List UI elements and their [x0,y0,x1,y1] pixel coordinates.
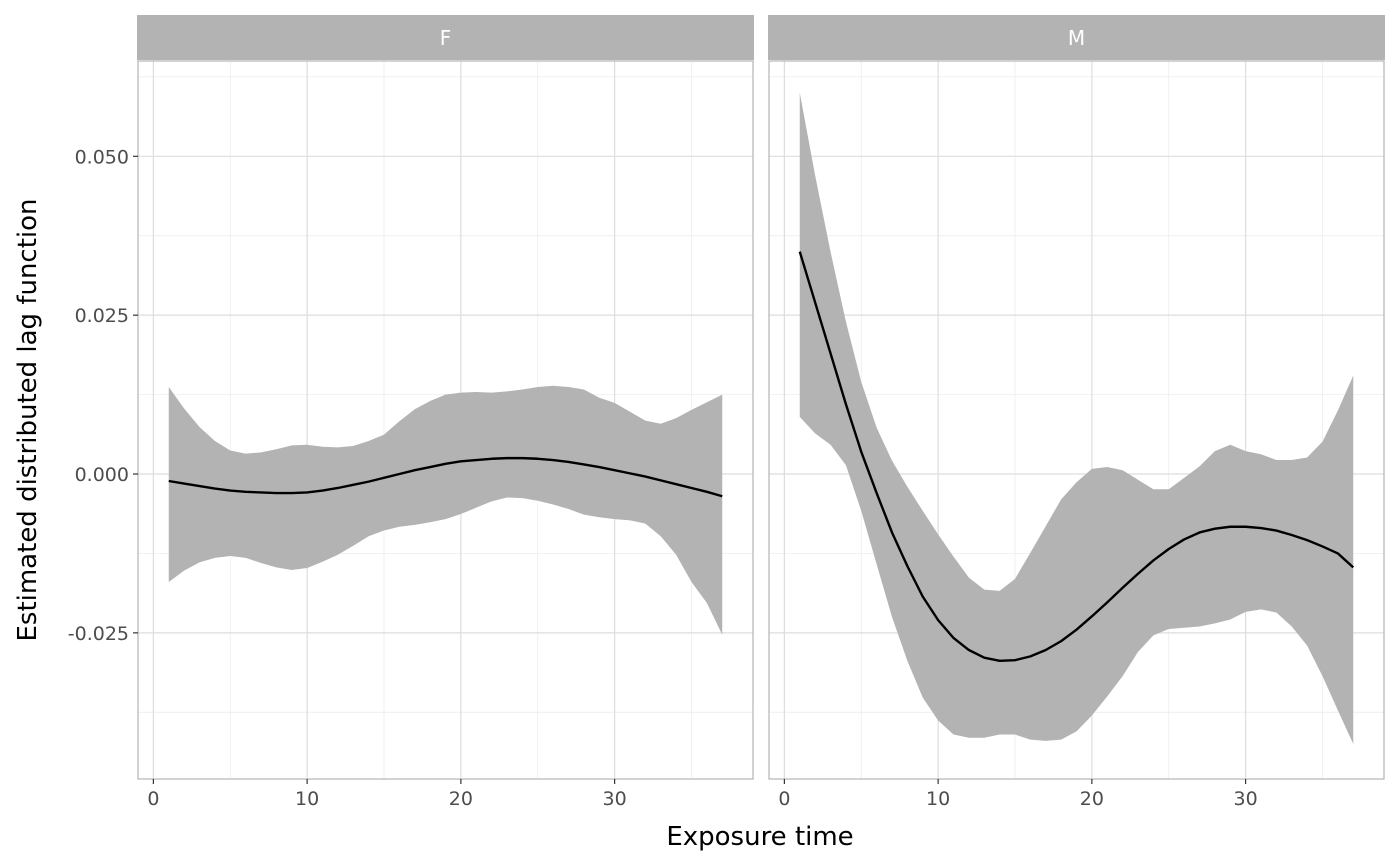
y-axis: 0.050 0.025 0.000 -0.025 [68,146,138,645]
x-tick-label: 0 [147,788,159,810]
estimate-line [168,456,723,498]
facet-strip-label: F [440,26,452,50]
x-tick-label: 20 [1080,788,1104,810]
facet-strip-label: M [1068,26,1085,50]
y-tick-label: 0.000 [75,464,129,486]
panel-border [768,60,1385,780]
x-axis: 0 10 20 30 0 10 20 30 [147,779,1258,810]
x-tick-label: 20 [449,788,473,810]
y-tick-label: 0.050 [75,146,129,168]
x-tick-label: 30 [603,788,627,810]
y-tick-label: -0.025 [68,623,129,645]
panel-m: M [768,15,1385,780]
y-tick-label: 0.025 [75,305,129,327]
x-tick-label: 10 [926,788,950,810]
x-tick-label: 30 [1234,788,1258,810]
x-tick-label: 0 [778,788,790,810]
y-axis-title: Estimated distributed lag function [13,198,43,641]
confidence-ribbon [799,92,1354,745]
confidence-ribbon [168,385,723,635]
x-axis-title: Exposure time [666,822,853,852]
facet-strip [768,15,1385,60]
facet-strip [137,15,754,60]
panel-f: F [137,15,754,780]
estimate-line [798,251,1355,663]
panel-border [137,60,754,780]
x-tick-label: 10 [295,788,319,810]
